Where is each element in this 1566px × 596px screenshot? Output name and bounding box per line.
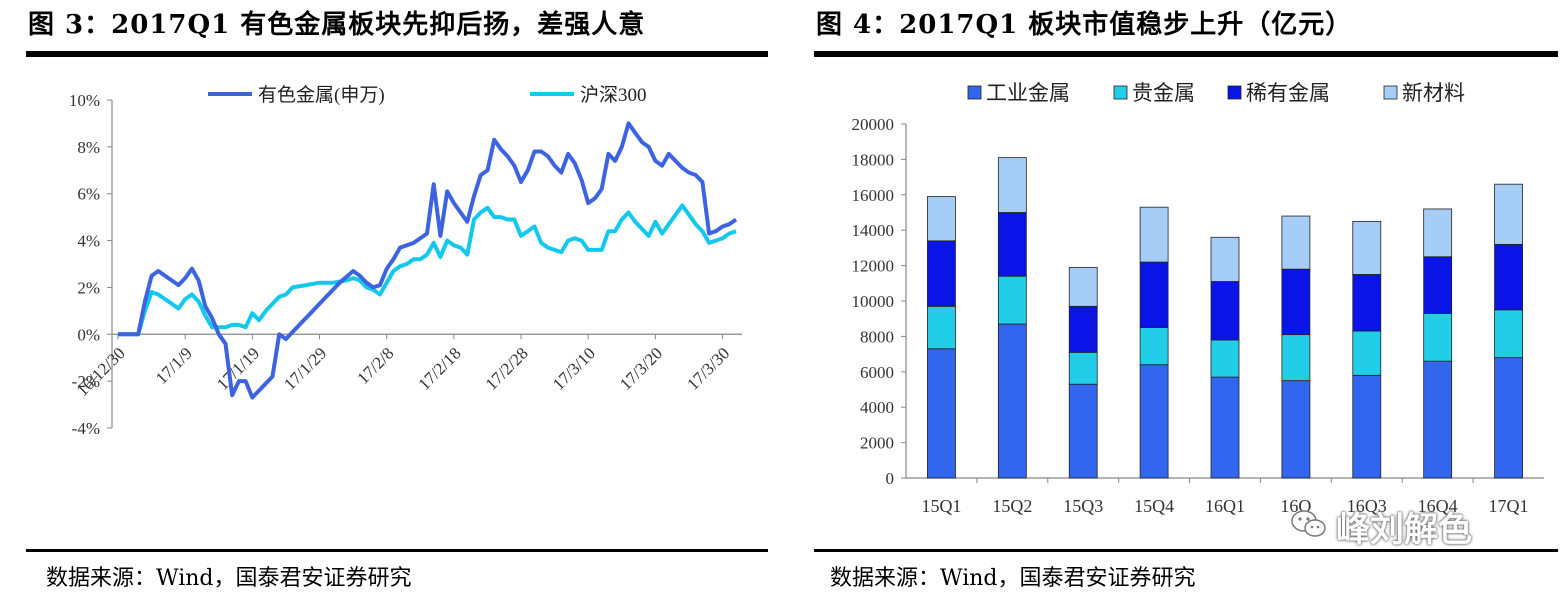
x-tick-label: 15Q3 (1063, 496, 1103, 516)
x-tick-label: 17Q1 (1489, 496, 1529, 516)
x-tick-label: 17/2/18 (415, 344, 465, 394)
right-bottom-rule (814, 549, 1558, 552)
bar-segment (997, 323, 1027, 479)
legend-label: 贵金属 (1132, 81, 1195, 105)
y-tick-label: 10% (69, 91, 100, 110)
series-line-csi300 (118, 203, 737, 337)
bar-segment (1210, 281, 1240, 341)
bar-segment (1423, 360, 1453, 479)
bar-segment (1423, 256, 1453, 314)
legend-label: 新材料 (1402, 81, 1465, 105)
wechat-icon (1291, 510, 1326, 537)
y-tick-label: 0% (77, 325, 100, 344)
y-tick-label: 0 (886, 469, 895, 488)
right-title-rule (814, 51, 1558, 57)
bar-segment (1494, 357, 1523, 479)
y-tick-label: 16000 (852, 186, 895, 205)
bar-segment (1281, 215, 1311, 270)
bar-segment (1423, 312, 1453, 362)
bar-segment (1352, 330, 1382, 376)
left-bottom-rule (26, 549, 768, 552)
bar-segment (1068, 351, 1098, 385)
watermark-text: 峰刘解色 (1336, 510, 1472, 550)
legend-swatch (967, 85, 982, 100)
bar-segment (927, 240, 956, 307)
y-tick-label: 10000 (852, 292, 895, 311)
bar-segment (1139, 327, 1169, 366)
x-tick-label: 16Q3 (1347, 496, 1387, 516)
y-tick-label: 18000 (852, 150, 895, 169)
bar-segment (1210, 339, 1240, 378)
bar-segment (1068, 305, 1098, 353)
x-tick-label: 15Q2 (992, 496, 1032, 516)
bar-segment (1210, 236, 1240, 282)
y-tick-label: 14000 (852, 221, 895, 240)
bar-segment (1494, 309, 1523, 359)
y-tick-label: 2% (77, 278, 100, 297)
y-tick-label: 8% (77, 138, 100, 157)
legend-label: 工业金属 (986, 81, 1070, 105)
left-source-note: 数据来源：Wind，国泰君安证券研究 (46, 566, 412, 591)
y-tick-label: 6% (77, 185, 100, 204)
bar-segment (927, 305, 956, 350)
bar-segment (1352, 374, 1382, 479)
right-figure-panel: 图 4：2017Q1 板块市值稳步上升（亿元） 20000 18000 16000 1… (810, 0, 1566, 596)
x-tick-label: 17/2/8 (353, 344, 397, 388)
y-tick-label: -4% (72, 419, 100, 438)
bar-segment (927, 196, 956, 242)
bar-segment (1281, 268, 1311, 336)
x-tick-label: 15Q4 (1134, 496, 1174, 516)
bar-segment (1139, 261, 1169, 328)
y-tick-label: 12000 (852, 257, 895, 276)
bar-segment (1281, 334, 1311, 382)
right-source-note: 数据来源：Wind，国泰君安证券研究 (830, 566, 1196, 591)
left-figure-title: 图 3：2017Q1 有色金属板块先抑后扬，差强人意 (28, 10, 646, 40)
line-chart: 10%8%6%4%2%0%-2%-4%16/12/30 17/1/9 17/1/19… (69, 84, 742, 438)
legend-label: 有色金属(申万) (258, 84, 385, 106)
y-tick-label: 2000 (860, 434, 894, 453)
legend-swatch (1113, 85, 1128, 100)
bar-segment (1494, 183, 1523, 245)
bar-segment (997, 212, 1027, 277)
y-tick-label: 4% (77, 232, 100, 251)
right-figure-title: 图 4：2017Q1 板块市值稳步上升（亿元） (816, 10, 1353, 40)
x-tick-label: 17/1/9 (152, 344, 196, 388)
bar-segment (1352, 274, 1382, 332)
left-title-rule (26, 51, 768, 57)
y-tick-label: 4000 (860, 398, 894, 417)
bar-segment (1139, 364, 1169, 479)
stacked-bar-chart: 2000018000160001400012000100008000600040… (852, 81, 1544, 516)
legend-label: 沪深300 (580, 84, 647, 106)
bar-segment (1494, 243, 1523, 311)
bar-segment (1210, 376, 1240, 479)
bar-segment (1423, 208, 1453, 258)
x-tick-label: 17/3/10 (549, 344, 599, 394)
x-tick-label: 17/1/29 (280, 344, 330, 394)
y-tick-label: 6000 (860, 363, 894, 382)
series-line-nonferrous (118, 121, 738, 400)
x-tick-label: 17/3/20 (616, 344, 666, 394)
x-tick-label: 16Q4 (1418, 496, 1458, 516)
legend-swatch (1383, 85, 1398, 100)
x-tick-label: 16Q1 (1205, 496, 1245, 516)
y-tick-label: -2% (72, 372, 100, 391)
bar-segment (1068, 266, 1098, 307)
left-figure-panel: 图 3：2017Q1 有色金属板块先抑后扬，差强人意 10% 8% 6% 4% 2% 0%… (0, 0, 780, 596)
x-tick-label: 17/3/30 (683, 344, 733, 394)
bar-segment (1352, 220, 1382, 275)
bar-segment (927, 348, 956, 479)
bar-segment (1281, 380, 1311, 479)
x-tick-label: 17/2/28 (482, 344, 532, 394)
bar-segment (997, 157, 1027, 213)
bar-segment (1068, 383, 1098, 479)
bar-segment (1139, 206, 1169, 263)
y-tick-label: 20000 (852, 115, 895, 134)
y-tick-label: 8000 (860, 327, 894, 346)
legend-swatch (1227, 85, 1242, 100)
bar-segment (997, 275, 1027, 325)
x-tick-label: 15Q1 (921, 496, 961, 516)
legend-label: 稀有金属 (1246, 81, 1330, 105)
